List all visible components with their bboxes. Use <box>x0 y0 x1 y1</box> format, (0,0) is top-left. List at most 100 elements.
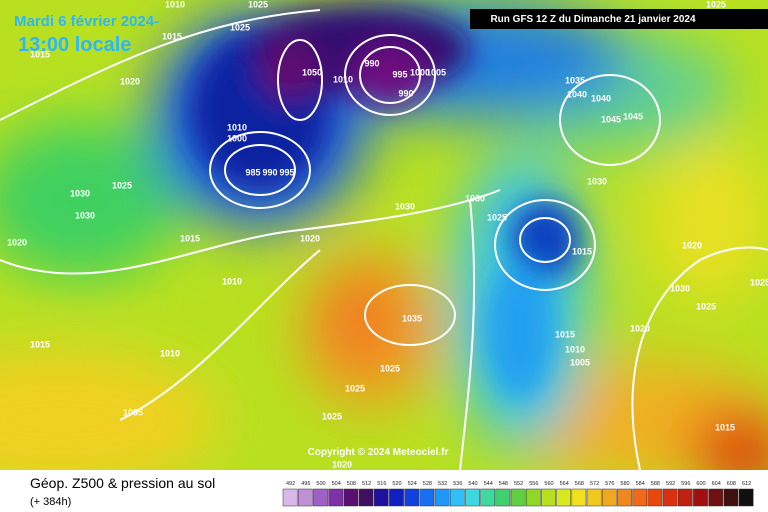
map-field <box>0 0 768 470</box>
legend-swatch <box>495 488 511 507</box>
legend-label: 568 <box>575 481 584 487</box>
legend-swatch <box>480 488 496 507</box>
legend-swatch <box>586 488 602 507</box>
isobar-label: 1025 <box>230 22 250 32</box>
legend-swatch <box>693 488 708 507</box>
isobar-label: 1030 <box>587 176 607 186</box>
legend-swatch <box>297 488 313 507</box>
isobar-label: 1030 <box>395 201 415 211</box>
legend-swatch <box>571 488 587 507</box>
legend-swatch <box>373 488 389 507</box>
legend-label: 500 <box>316 481 325 487</box>
run-banner <box>470 9 768 29</box>
legend-label: 576 <box>605 481 614 487</box>
legend-label: 584 <box>636 481 645 487</box>
isobar-label: 1030 <box>465 193 485 203</box>
legend-label: 540 <box>468 481 477 487</box>
isobar-label: 1030 <box>75 210 95 220</box>
legend-label: 600 <box>696 481 705 487</box>
legend-label: 524 <box>408 481 417 487</box>
legend-swatch <box>556 488 572 507</box>
legend-label: 596 <box>681 481 690 487</box>
isobar-label: 1020 <box>7 237 27 247</box>
copyright: Copyright © 2024 Meteociel.fr <box>308 447 449 458</box>
run-info: Run GFS 12 Z du Dimanche 21 janvier 2024 <box>490 14 696 25</box>
isobar-label: 1015 <box>180 233 200 243</box>
legend-swatch <box>541 488 556 507</box>
legend-swatch <box>313 488 328 507</box>
isobar-label: 1005 <box>123 407 143 417</box>
legend-swatch <box>647 488 663 507</box>
legend-label: 548 <box>499 481 508 487</box>
legend-swatch <box>632 488 648 507</box>
isobar-label: 1025 <box>706 0 726 9</box>
legend-swatch <box>358 488 374 507</box>
legend-swatch <box>419 488 435 507</box>
legend-label: 496 <box>301 481 310 487</box>
isobar-label: 995 <box>392 69 407 79</box>
isobar-label: 1030 <box>70 188 90 198</box>
isobar-label: 1025 <box>248 0 268 9</box>
isobar-label: 1010 <box>160 348 180 358</box>
isobar-lines <box>0 9 768 470</box>
isobar-label: 1050 <box>302 67 322 77</box>
isobar-label: 1010 <box>165 0 185 9</box>
legend-label: 564 <box>560 481 569 487</box>
legend-swatch <box>510 488 526 507</box>
isobar-label: 1020 <box>630 323 650 333</box>
isobar-label: 1010 <box>222 276 242 286</box>
legend-label: 536 <box>453 481 462 487</box>
isobar-label: 1045 <box>601 114 621 124</box>
forecast-time: 13:00 locale <box>18 34 131 56</box>
isobar-label: 1025 <box>112 180 132 190</box>
legend-label: 512 <box>362 481 371 487</box>
isobar-label: 1045 <box>623 111 643 121</box>
isobar-label: 1035 <box>565 75 585 85</box>
isobar-label: 1015 <box>30 339 50 349</box>
legend-swatch <box>708 488 724 507</box>
legend-label: 508 <box>347 481 356 487</box>
isobar-label: 995 <box>279 167 294 177</box>
legend-swatch <box>389 488 404 507</box>
legend-swatch <box>738 488 754 507</box>
isobar-label: 990 <box>364 58 379 68</box>
isobar-label: 1025 <box>380 363 400 373</box>
legend-swatch <box>328 488 344 507</box>
forecast-date: Mardi 6 février 2024- <box>14 13 159 30</box>
isobar-label: 990 <box>262 167 277 177</box>
legend-swatch <box>601 488 617 507</box>
isobar-label: 1015 <box>162 31 182 41</box>
isobar-label: 1015 <box>30 49 50 59</box>
color-scale: 492 496 500 504 508 512 516 520 524 528 532 536 540 5… <box>282 481 754 507</box>
isobar-label: 1000 <box>227 133 247 143</box>
isobar-label: 1005 <box>426 67 446 77</box>
footer-lead: (+ 384h) <box>30 496 71 508</box>
isobar-label: 1025 <box>750 277 768 287</box>
legend-label: 560 <box>544 481 553 487</box>
legend-label: 612 <box>742 481 751 487</box>
legend-swatch <box>617 488 632 507</box>
isobar-label: 1020 <box>682 240 702 250</box>
footer-title: Géop. Z500 & pression au sol <box>30 475 215 491</box>
legend-label: 544 <box>484 481 493 487</box>
legend-label: 504 <box>332 481 341 487</box>
legend-label: 516 <box>377 481 386 487</box>
legend-swatch <box>723 488 739 507</box>
isobar-label: 1025 <box>696 301 716 311</box>
legend-label: 556 <box>529 481 538 487</box>
isobar-label: 985 <box>245 167 260 177</box>
legend-swatch <box>434 488 450 507</box>
legend-swatch <box>282 488 298 507</box>
legend-swatch <box>449 488 465 507</box>
isobar-label: 1035 <box>402 313 422 323</box>
legend-label: 580 <box>620 481 629 487</box>
isobar-label: 1020 <box>332 459 352 469</box>
isobar-label: 990 <box>398 88 413 98</box>
isobar-label: 1015 <box>572 246 592 256</box>
legend-label: 552 <box>514 481 523 487</box>
isobar-label: 1005 <box>570 357 590 367</box>
legend-swatch <box>662 488 678 507</box>
isobar-label: 1010 <box>565 344 585 354</box>
